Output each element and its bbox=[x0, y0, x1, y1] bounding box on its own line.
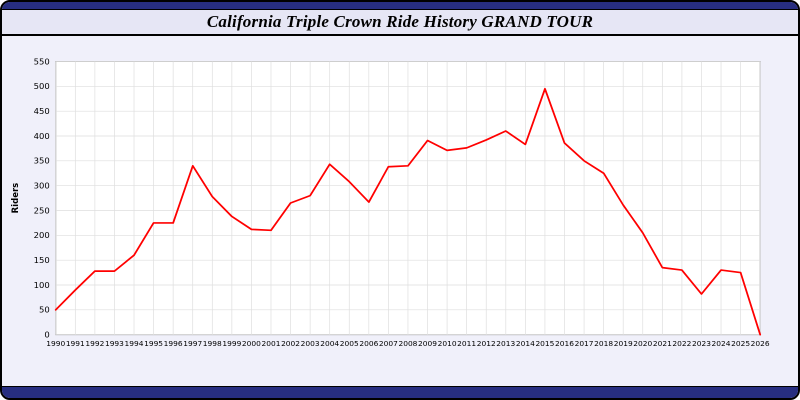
riders-line bbox=[54, 87, 762, 336]
x-axis-tick-label: 2026 bbox=[751, 339, 770, 348]
ride-history-chart: 1990 1991 1992 1993 1994 1995 1996 1997 1998 1999… bbox=[11, 57, 770, 348]
x-axis-tick-label: 1998 bbox=[203, 339, 222, 348]
x-axis-tick-label: 2007 bbox=[379, 339, 398, 348]
x-axis-tick-label: 1990 bbox=[46, 339, 65, 348]
x-axis-tick-label: 2003 bbox=[301, 339, 320, 348]
x-axis-tick-label: 1993 bbox=[105, 339, 124, 348]
y-axis-tick-label: 200 bbox=[34, 230, 50, 240]
top-accent-bar bbox=[2, 2, 798, 10]
x-axis-tick-label: 2015 bbox=[535, 339, 554, 348]
x-axis-tick-label: 1995 bbox=[144, 339, 163, 348]
x-axis-tick-label: 2000 bbox=[242, 339, 261, 348]
x-axis-tick-label: 2002 bbox=[281, 339, 300, 348]
x-axis-tick-label: 1991 bbox=[66, 339, 85, 348]
y-axis-tick-label: 450 bbox=[34, 106, 50, 116]
x-axis-tick-label: 2018 bbox=[594, 339, 613, 348]
y-axis-tick-label: 500 bbox=[34, 81, 50, 91]
y-axis-tick-label: 50 bbox=[39, 305, 50, 315]
x-axis-tick-label: 2024 bbox=[712, 339, 731, 348]
y-axis-tick-label: 100 bbox=[34, 280, 50, 290]
y-axis-tick-label: 400 bbox=[34, 131, 50, 141]
x-axis-tick-label: 2020 bbox=[633, 339, 652, 348]
bottom-accent-bar bbox=[2, 386, 798, 398]
x-axis-tick-label: 2014 bbox=[516, 339, 535, 348]
x-axis-tick-label: 2001 bbox=[262, 339, 281, 348]
x-axis-tick-label: 2004 bbox=[320, 339, 339, 348]
x-axis-tick-label: 2013 bbox=[496, 339, 515, 348]
y-axis-tick-label: 0 bbox=[44, 330, 49, 340]
x-axis-tick-label: 2019 bbox=[614, 339, 633, 348]
y-axis-tick-label: 550 bbox=[34, 57, 50, 67]
page-title: California Triple Crown Ride History GRA… bbox=[206, 12, 594, 31]
x-axis-tick-label: 2023 bbox=[692, 339, 711, 348]
x-axis-tick-label: 1999 bbox=[222, 339, 241, 348]
x-axis-tick-label: 2022 bbox=[672, 339, 691, 348]
title-bar: California Triple Crown Ride History GRA… bbox=[2, 10, 798, 36]
y-axis-tick-label: 350 bbox=[34, 156, 50, 166]
x-axis-tick-label: 1996 bbox=[164, 339, 183, 348]
x-axis-tick-label: 2012 bbox=[477, 339, 496, 348]
x-axis-tick-label: 2008 bbox=[398, 339, 417, 348]
x-axis-tick-label: 2006 bbox=[359, 339, 378, 348]
x-axis-tick-label: 2010 bbox=[438, 339, 457, 348]
x-axis-tick-label: 2005 bbox=[340, 339, 359, 348]
x-axis-tick-label: 2017 bbox=[575, 339, 594, 348]
x-axis-tick-label: 1997 bbox=[183, 339, 202, 348]
x-axis-tick-label: 2025 bbox=[731, 339, 750, 348]
chart-panel: 1990 1991 1992 1993 1994 1995 1996 1997 1998 1999… bbox=[2, 36, 798, 386]
x-axis-tick-label: 2011 bbox=[457, 339, 476, 348]
y-axis-tick-label: 250 bbox=[34, 206, 50, 216]
y-axis-tick-label: 300 bbox=[34, 181, 50, 191]
x-axis-tick-label: 2016 bbox=[555, 339, 574, 348]
x-axis-tick-label: 2021 bbox=[653, 339, 672, 348]
y-axis-label: Riders bbox=[11, 183, 21, 214]
y-axis-tick-label: 150 bbox=[34, 255, 50, 265]
x-axis-tick-label: 1994 bbox=[125, 339, 144, 348]
x-axis-tick-label: 1992 bbox=[85, 339, 104, 348]
x-axis-tick-label: 2009 bbox=[418, 339, 437, 348]
